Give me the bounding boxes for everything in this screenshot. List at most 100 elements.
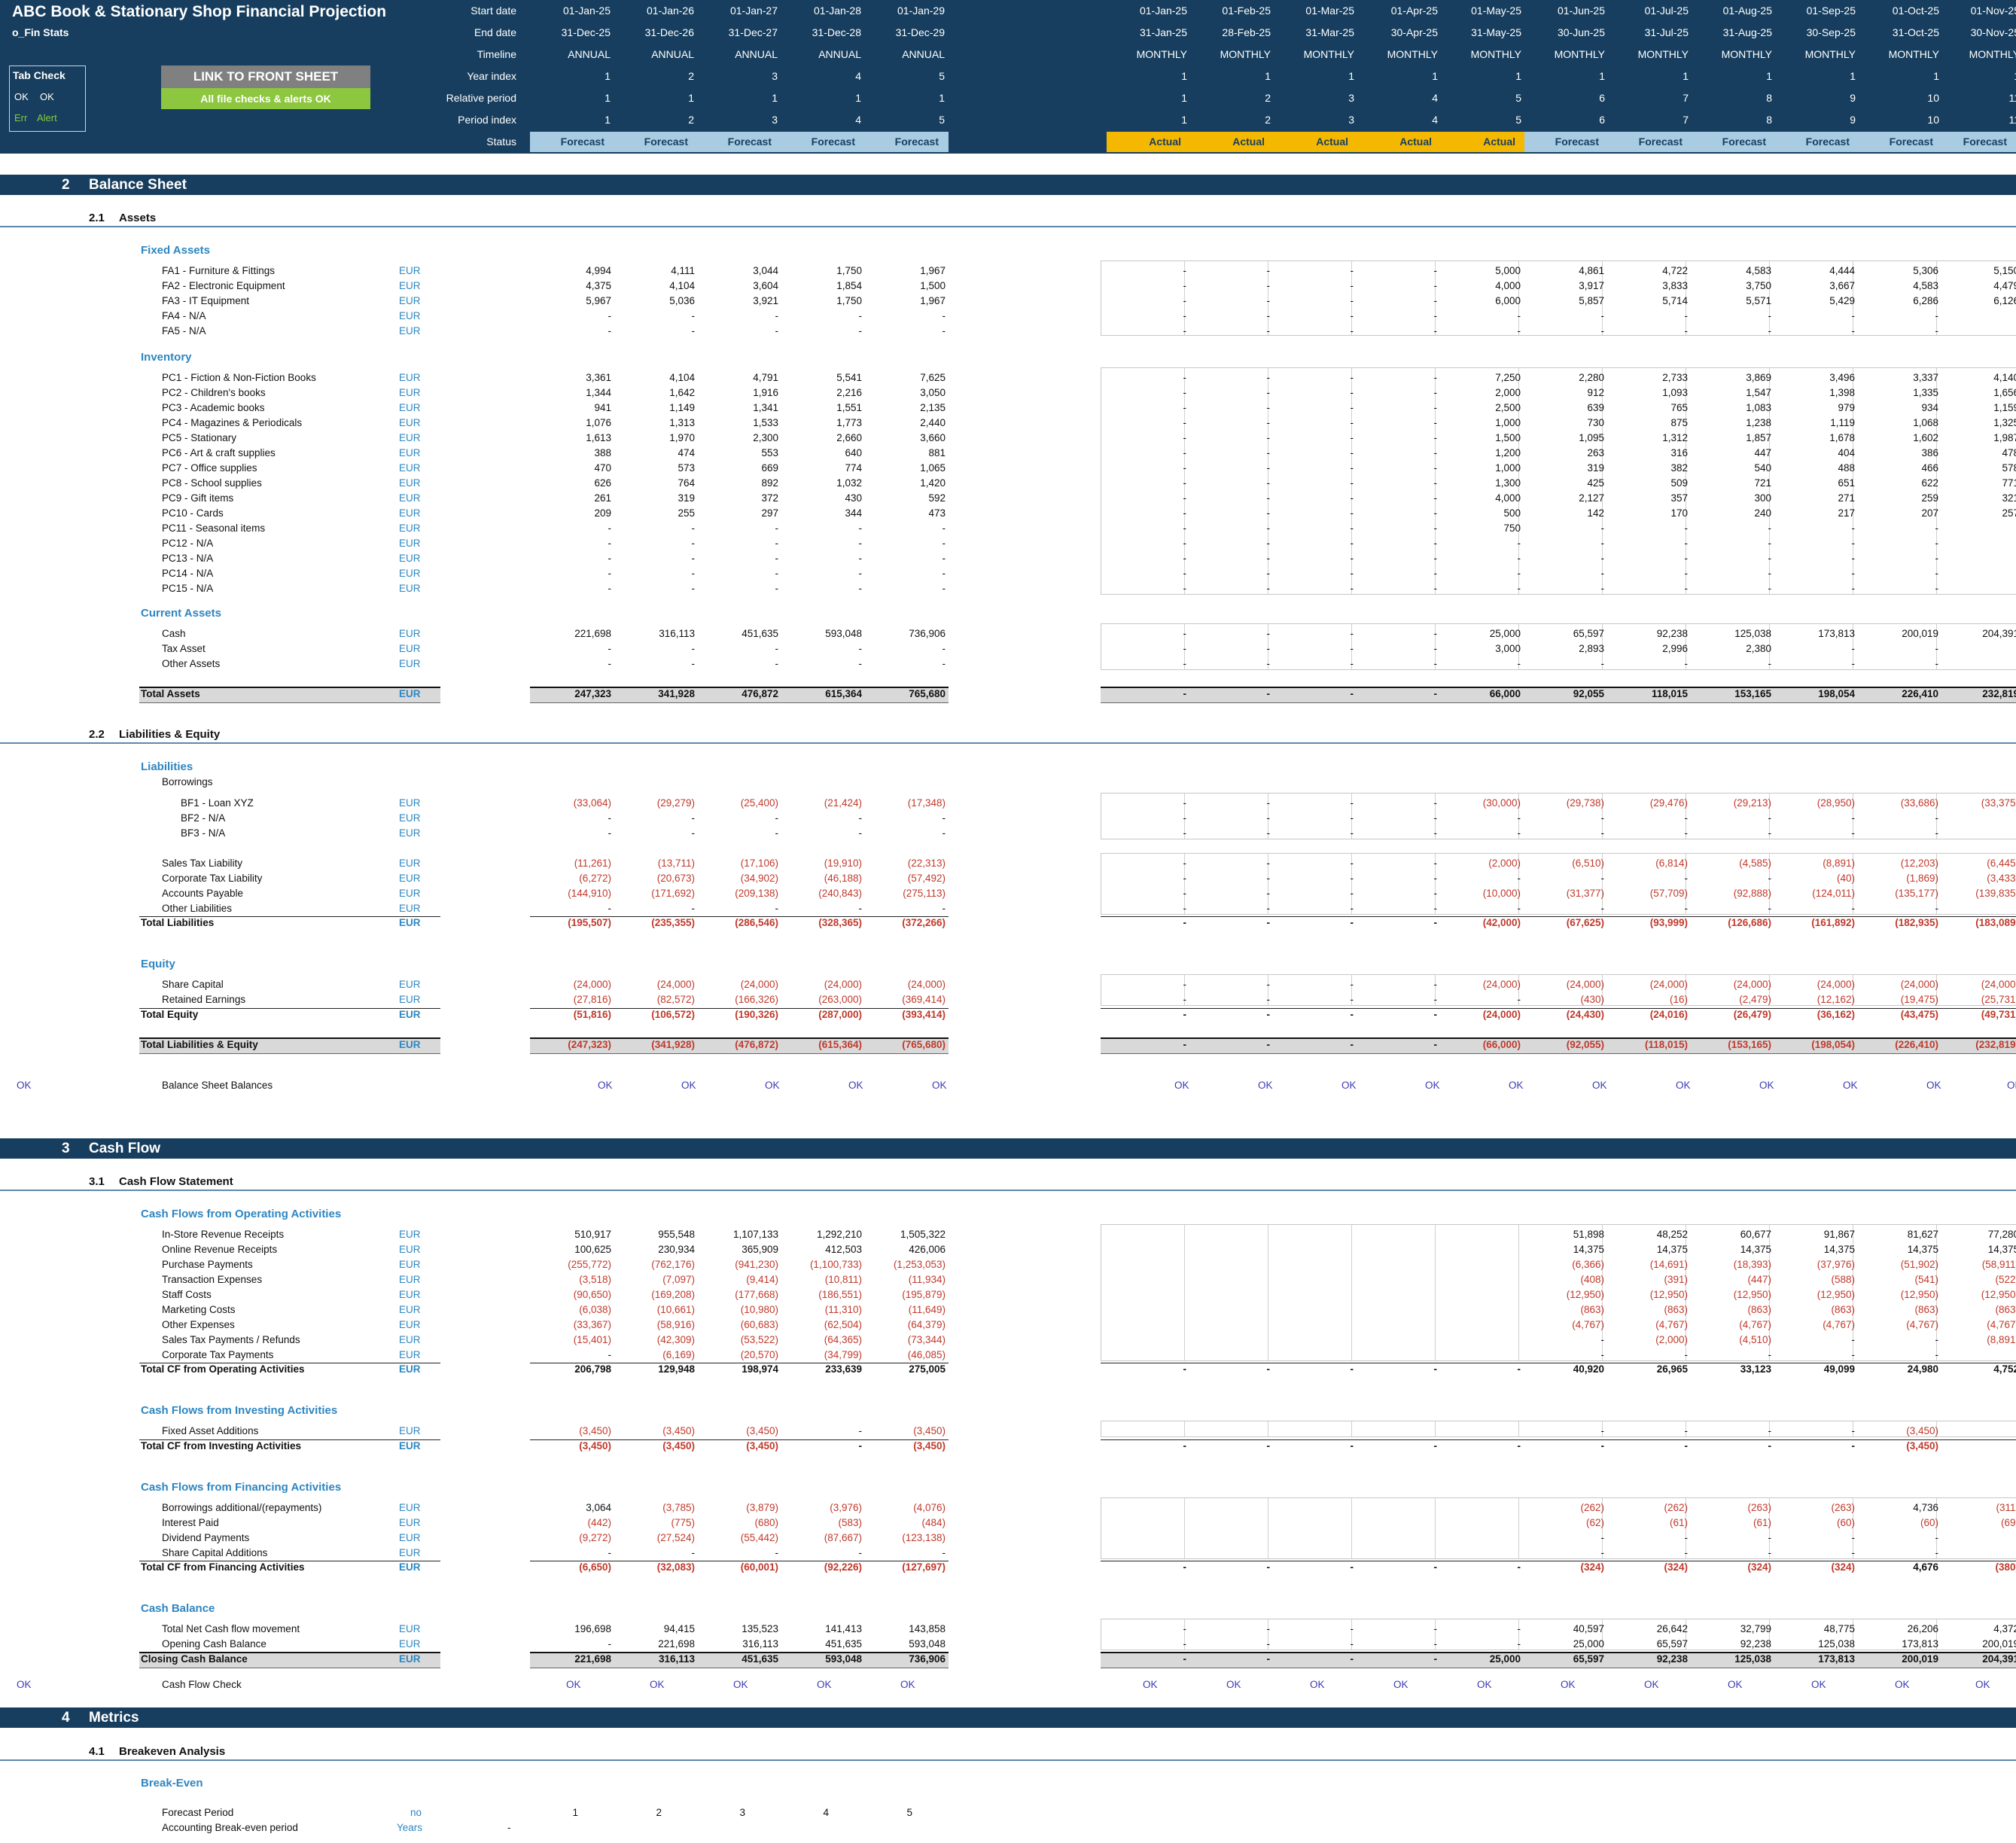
header-monthly-start: 01-Oct-25 [1892, 5, 1939, 17]
row-label: FA2 - Electronic Equipment [162, 280, 285, 291]
annual-value: - [942, 827, 946, 839]
row-label: FA5 - N/A [162, 325, 206, 337]
currency-code: EUR [399, 1039, 421, 1050]
monthly-value: (69) [2000, 1517, 2016, 1528]
breakeven-period-value: - [507, 1822, 511, 1833]
monthly-value: 3,496 [1829, 372, 1855, 383]
monthly-value: - [1517, 873, 1521, 884]
annual-value: 341,928 [658, 688, 695, 699]
monthly-value: 3,869 [1746, 372, 1771, 383]
monthly-value: - [1851, 827, 1856, 839]
row-label: PC1 - Fiction & Non-Fiction Books [162, 372, 316, 383]
annual-value: 94,415 [663, 1623, 695, 1634]
monthly-value: - [1266, 583, 1271, 594]
monthly-value: - [1433, 325, 1438, 337]
annual-value: - [775, 812, 779, 824]
subtotal-line-annual [530, 1008, 949, 1009]
monthly-value: - [1266, 812, 1271, 824]
header-monthly-end: 31-Aug-25 [1722, 26, 1772, 38]
monthly-value: (1,869) [1906, 873, 1938, 884]
row-label: Closing Cash Balance [141, 1653, 248, 1665]
tab-check-alert: Alert [37, 112, 57, 123]
monthly-value: - [1433, 1638, 1438, 1650]
monthly-value: - [1183, 688, 1187, 699]
monthly-value: (324) [1580, 1561, 1604, 1573]
annual-value: 941 [594, 402, 611, 413]
monthly-value: (14,691) [1649, 1259, 1688, 1270]
annual-value: (60,001) [740, 1561, 778, 1573]
forecast-period-label: Forecast Period [162, 1807, 234, 1818]
annual-value: - [775, 643, 779, 654]
status-monthly: Actual [1190, 132, 1274, 152]
annual-value: - [775, 522, 779, 534]
monthly-value: 6,126 [1993, 295, 2016, 306]
monthly-grid-block [1101, 260, 2016, 336]
monthly-value: 1,398 [1829, 387, 1855, 398]
check-monthly: OK [1393, 1679, 1408, 1690]
annual-value: 1,642 [669, 387, 695, 398]
monthly-value: - [1350, 903, 1354, 914]
monthly-value: 4,000 [1495, 492, 1521, 504]
row-label: Total CF from Operating Activities [141, 1363, 305, 1375]
header-annual-end: 31-Dec-27 [728, 26, 778, 38]
currency-code: EUR [399, 447, 421, 458]
monthly-value: 51,898 [1573, 1229, 1604, 1240]
forecast-period-value: 2 [656, 1807, 662, 1818]
annual-value: - [942, 812, 946, 824]
monthly-value: - [1935, 643, 1939, 654]
annual-value: (127,697) [902, 1561, 946, 1573]
annual-value: - [775, 658, 779, 669]
monthly-value: 1,119 [1830, 417, 1855, 428]
monthly-value: - [1266, 643, 1271, 654]
monthly-value: (43,475) [1900, 1009, 1938, 1020]
monthly-value: (24,000) [1482, 1009, 1521, 1020]
annual-value: 4,111 [671, 265, 695, 276]
monthly-value: - [1433, 492, 1438, 504]
monthly-value: (24,000) [1981, 979, 2016, 990]
annual-value: (10,980) [740, 1304, 778, 1315]
monthly-value: 5,150 [1993, 265, 2016, 276]
annual-value: 206,798 [574, 1363, 611, 1375]
annual-value: 233,639 [825, 1363, 862, 1375]
header-monthly-start: 01-Nov-25 [1970, 5, 2016, 17]
section-number: 2 [62, 177, 70, 193]
annual-value: 3,361 [586, 372, 611, 383]
monthly-value: - [1684, 553, 1689, 564]
monthly-value: - [1684, 522, 1689, 534]
currency-code: EUR [399, 387, 421, 398]
annual-value: 592 [928, 492, 946, 504]
monthly-value: - [1350, 1039, 1354, 1050]
monthly-value: (4,767) [1572, 1319, 1604, 1330]
annual-value: 3,921 [753, 295, 778, 306]
header-monthly-start: 01-Aug-25 [1722, 5, 1772, 17]
monthly-value: - [1941, 310, 2016, 321]
annual-value: (6,038) [579, 1304, 611, 1315]
currency-code: EUR [399, 1653, 421, 1665]
monthly-value: - [1433, 1623, 1438, 1634]
subtotal-line-annual [530, 1439, 949, 1440]
annual-value: (29,279) [656, 797, 695, 809]
annual-value: 593,048 [909, 1638, 946, 1650]
annual-value: 198,974 [742, 1363, 778, 1375]
check-monthly: OK [1644, 1679, 1659, 1690]
monthly-value: - [1350, 538, 1354, 549]
annual-value: (6,272) [579, 873, 611, 884]
monthly-value: (182,935) [1895, 917, 1938, 928]
annual-value: (171,692) [651, 888, 695, 899]
subtotal-line-label [139, 1008, 440, 1009]
header-annual-start: 01-Jan-25 [562, 5, 611, 17]
monthly-value: (6,445) [1987, 858, 2016, 869]
annual-value: - [775, 310, 779, 321]
monthly-value: - [1433, 538, 1438, 549]
check-monthly: OK [1728, 1679, 1743, 1690]
link-to-front-sheet-button[interactable]: LINK TO FRONT SHEET [161, 65, 370, 88]
monthly-value: - [1183, 432, 1187, 443]
monthly-value: - [1684, 1440, 1689, 1452]
monthly-value: - [1433, 628, 1438, 639]
header-monthly-start: 01-Sep-25 [1806, 5, 1856, 17]
subtotal-line-annual [530, 916, 949, 917]
monthly-value: 2,733 [1662, 372, 1688, 383]
monthly-value: 2,280 [1579, 372, 1604, 383]
check-annual: OK [765, 1080, 780, 1091]
monthly-value: - [1183, 1009, 1187, 1020]
